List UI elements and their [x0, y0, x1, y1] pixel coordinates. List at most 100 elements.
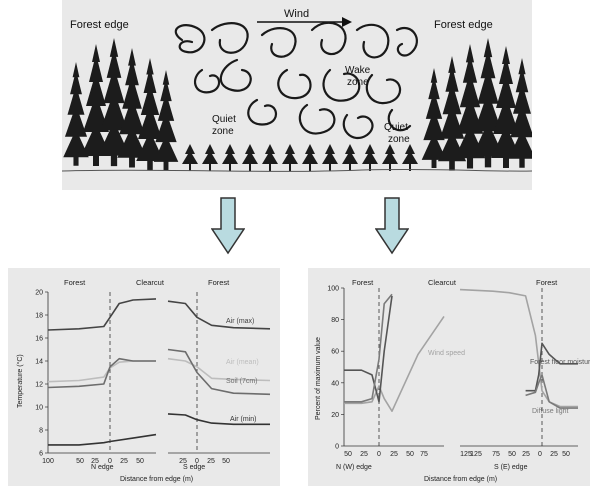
x-tick-label-s: 0: [195, 458, 199, 465]
x-tick-label-n: 50: [76, 458, 84, 465]
right-forest-trees: [421, 38, 536, 171]
series-label-air-mean: Air (mean): [226, 359, 259, 366]
region-label-clearcut: Clearcut: [136, 278, 165, 287]
y-tick-label: 20: [35, 290, 43, 297]
down-arrow-left-icon: [211, 197, 245, 255]
quiet-zone-left-label-line2: zone: [212, 126, 234, 137]
y-tick-label: 100: [327, 286, 339, 293]
region-label-forest-left: Forest: [64, 278, 86, 287]
series-line-forest-floor-moisture-s: [525, 342, 578, 392]
x-tick-label-s: 25: [550, 451, 558, 458]
y-axis-label: Temperature (°C): [16, 354, 24, 408]
s-e-edge-label: S (E) edge: [494, 464, 528, 471]
x-tick-label-s: 75: [492, 451, 500, 458]
y-tick-label: 6: [39, 451, 43, 458]
series-label-diffuse-light: Diffuse light: [532, 408, 569, 415]
series-lines: [344, 288, 578, 412]
series-label-soil-7cm: Soil (7cm): [226, 378, 258, 385]
wind-label: Wind: [284, 8, 309, 20]
series-labels: Air (max) Air (mean) Soil (7cm) Air (min): [226, 318, 259, 423]
x-tick-label-s: 50: [562, 451, 570, 458]
wake-zone-label-line1: Wake: [345, 65, 371, 76]
x-tick-label-n: 50: [406, 451, 414, 458]
x-tick-label-n: 25: [390, 451, 398, 458]
quiet-zone-right-label-line2: zone: [388, 134, 410, 145]
x-tick-labels: 100 50 25 0 25 50 25 0 25 50: [42, 458, 230, 465]
series-line-air-max-n: [47, 298, 157, 331]
y-tick-label: 8: [39, 428, 43, 435]
y-tick-label: 18: [35, 313, 43, 320]
y-tick-label: 80: [331, 317, 339, 324]
percent-chart: Forest Clearcut Forest Percent of maximu…: [315, 278, 594, 483]
wake-zone-label-line2: zone: [347, 77, 369, 88]
clearcut-seedlings: [182, 144, 418, 171]
x-tick-label-n: 0: [377, 451, 381, 458]
series-line-air-mean-n: [47, 360, 156, 383]
x-tick-label-n: 100: [42, 458, 54, 465]
axes: [47, 292, 270, 454]
region-label-forest-left: Forest: [352, 278, 374, 287]
series-line-diffuse-light-s: [525, 374, 578, 409]
y-tick-labels: 100 80 60 40 20 0: [327, 286, 344, 451]
x-axis-label: Distance from edge (m): [120, 476, 193, 483]
series-label-wind-speed: Wind speed: [428, 350, 465, 357]
x-tick-label-n: 25: [360, 451, 368, 458]
s-edge-label: S edge: [183, 464, 205, 471]
region-label-forest-right: Forest: [208, 278, 230, 287]
y-tick-label: 10: [35, 405, 43, 412]
forest-edge-svg: Forest edge Forest edge Wind Wake zone: [61, 8, 536, 172]
temperature-chart: Forest Clearcut Forest Temperature (°C) …: [16, 278, 271, 483]
down-arrow-right-icon: [375, 197, 409, 255]
forest-edge-right-label: Forest edge: [434, 19, 493, 31]
x-tick-label-n: 50: [136, 458, 144, 465]
ground-line: [61, 168, 533, 172]
series-labels: Wind speed Forest floor moisture Diffuse l…: [428, 350, 594, 415]
axes: [343, 288, 578, 447]
series-lines: [47, 298, 271, 446]
y-tick-label: 20: [331, 412, 339, 419]
n-edge-label: N edge: [91, 464, 114, 471]
n-w-edge-label: N (W) edge: [336, 464, 372, 471]
y-tick-label: 16: [35, 336, 43, 343]
x-tick-label-s: 25: [179, 458, 187, 465]
series-label-forest-floor-moisture: Forest floor moisture: [530, 359, 590, 366]
y-tick-label: 60: [331, 349, 339, 356]
series-line-soil-7cm-s: [167, 348, 271, 396]
forest-edge-illustration: Forest edge Forest edge Wind Wake zone: [61, 0, 536, 190]
x-tick-label-s: 25: [207, 458, 215, 465]
x-tick-label-s: 50: [508, 451, 516, 458]
series-line-soil-7cm-n: [47, 357, 156, 389]
region-label-forest-right: Forest: [536, 278, 558, 287]
turbulence-swirls: [174, 21, 418, 140]
x-tick-label-s: 50: [222, 458, 230, 465]
x-tick-label-s: 0: [538, 451, 542, 458]
quiet-zone-right-label-line1: Quiet: [384, 122, 408, 133]
y-tick-label: 12: [35, 382, 43, 389]
x-tick-label-s: 25: [522, 451, 530, 458]
x-axis-label: Distance from edge (m): [424, 476, 497, 483]
y-tick-label: 0: [335, 444, 339, 451]
series-line-forest-floor-moisture-n: [344, 295, 393, 403]
region-label-clearcut: Clearcut: [428, 278, 457, 287]
x-tick-label-n: 75: [420, 451, 428, 458]
series-label-air-min: Air (min): [230, 416, 256, 423]
x-tick-label-n: 125: [460, 451, 472, 458]
y-axis-label: Percent of maximum value: [315, 337, 322, 420]
series-line-air-mean-s: [167, 357, 271, 382]
y-tick-label: 40: [331, 380, 339, 387]
series-line-wind-speed-n: [344, 315, 445, 412]
left-forest-trees: [63, 38, 179, 171]
series-line-air-max-s: [167, 300, 271, 330]
x-tick-label-n: 50: [344, 451, 352, 458]
series-line-air-min-s: [167, 413, 270, 426]
series-line-wind-speed-s: [459, 288, 578, 408]
temperature-chart-panel: Forest Clearcut Forest Temperature (°C) …: [8, 268, 280, 486]
x-tick-label-n: 25: [120, 458, 128, 465]
percent-chart-panel: Forest Clearcut Forest Percent of maximu…: [308, 268, 594, 486]
quiet-zone-left-label-line1: Quiet: [212, 114, 236, 125]
series-label-air-max: Air (max): [226, 318, 254, 325]
series-line-diffuse-light-n: [344, 293, 393, 403]
forest-edge-left-label: Forest edge: [70, 19, 129, 31]
y-tick-labels: 20 18 16 14 12 10 8 6: [35, 290, 48, 458]
